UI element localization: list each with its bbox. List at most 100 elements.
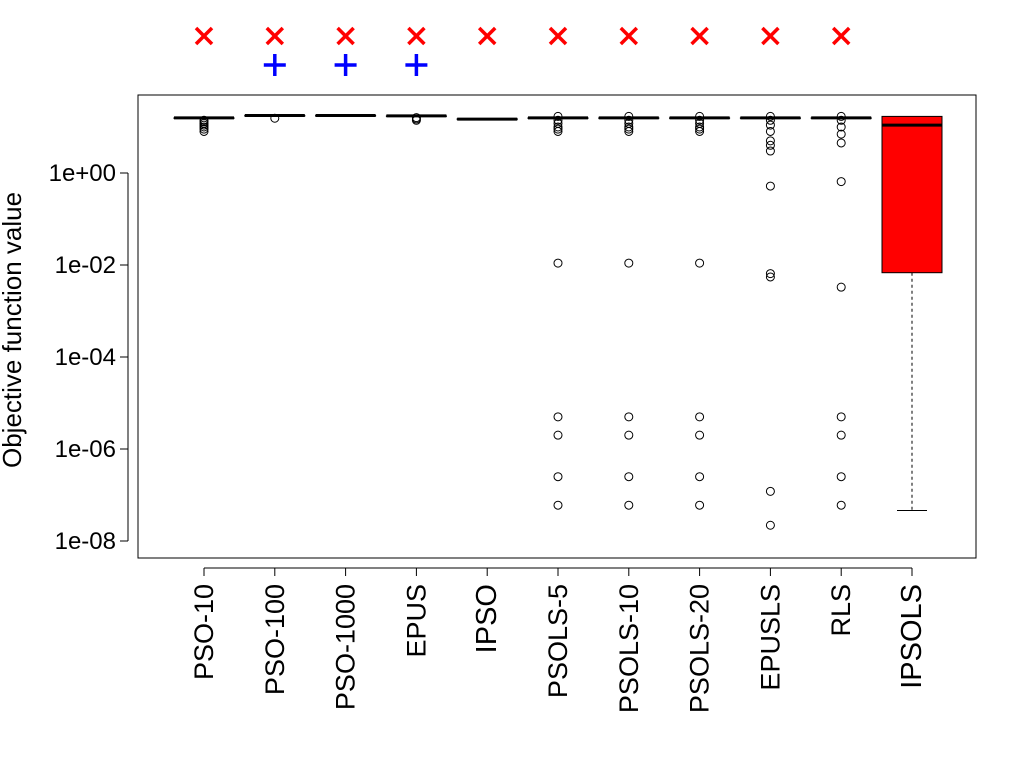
outlier-point	[836, 177, 846, 187]
box-psols-20	[669, 111, 731, 510]
box-psols-5	[527, 111, 589, 510]
box-psols-10	[598, 111, 660, 510]
cross-stroke	[761, 26, 780, 46]
outlier-point	[553, 258, 563, 268]
outlier-point	[836, 500, 846, 510]
outlier-point	[624, 122, 634, 132]
outlier-point	[553, 115, 563, 125]
outlier-point	[695, 124, 705, 134]
outlier-point	[765, 269, 775, 279]
outlier-point	[765, 120, 775, 130]
outlier-point	[624, 258, 634, 268]
outlier-point	[695, 412, 705, 422]
outlier-point	[553, 472, 563, 482]
outlier-point	[695, 122, 705, 132]
y-tick-label: 1e-04	[55, 344, 116, 371]
x-category-label: PSOLS-5	[543, 584, 573, 698]
cross-stroke	[477, 26, 497, 46]
outlier-point	[624, 500, 634, 510]
outlier-point	[695, 500, 705, 510]
outlier-point	[765, 140, 775, 150]
box-body	[881, 115, 943, 274]
outlier-point	[836, 430, 846, 440]
outlier-point	[553, 118, 563, 128]
x-category-label: IPSOLS	[896, 584, 928, 689]
y-tick-label: 1e-02	[55, 252, 116, 279]
outlier-point	[836, 472, 846, 482]
outlier-point	[553, 124, 563, 134]
cross-marker	[477, 26, 497, 46]
x-category-label: PSO-100	[260, 584, 290, 695]
cross-stroke	[831, 26, 851, 46]
outlier-point	[765, 111, 775, 121]
outlier-point	[695, 118, 705, 128]
cross-marker	[619, 26, 639, 46]
outlier-point	[199, 124, 209, 134]
outlier-point	[836, 138, 846, 148]
cross-marker	[831, 26, 851, 46]
cross-stroke	[619, 26, 639, 46]
outlier-point	[624, 111, 634, 121]
outlier-point	[836, 412, 846, 422]
box-ipso	[456, 117, 518, 121]
plus-marker	[334, 54, 357, 76]
outlier-point	[695, 115, 705, 125]
outlier-point	[553, 430, 563, 440]
outlier-point	[695, 111, 705, 121]
outlier-point	[553, 122, 563, 132]
significance-markers	[194, 26, 851, 76]
outlier-point	[695, 430, 705, 440]
outlier-point	[836, 129, 846, 139]
y-tick-label: 1e-08	[55, 528, 116, 555]
cross-marker	[407, 26, 426, 46]
outlier-point	[765, 181, 775, 191]
outlier-point	[624, 124, 634, 134]
cross-stroke	[265, 26, 285, 46]
cross-marker	[265, 26, 285, 46]
x-category-label: PSO-10	[189, 584, 219, 680]
box-pso-10	[173, 115, 235, 136]
x-category-label: PSOLS-20	[685, 584, 715, 713]
x-category-label: EPUS	[401, 584, 431, 658]
cross-stroke	[194, 26, 214, 46]
cross-stroke	[690, 26, 709, 46]
outlier-point	[765, 136, 775, 146]
box-ipsols	[881, 115, 943, 512]
outlier-point	[553, 111, 563, 121]
cross-marker	[548, 26, 568, 46]
outlier-point	[765, 520, 775, 530]
outlier-point	[411, 113, 421, 123]
outlier-point	[624, 412, 634, 422]
outlier-point	[765, 126, 775, 136]
cross-stroke	[548, 26, 568, 46]
box-epusls	[739, 111, 801, 530]
outlier-point	[624, 430, 634, 440]
outlier-point	[624, 472, 634, 482]
outlier-point	[695, 472, 705, 482]
outlier-point	[836, 115, 846, 125]
y-tick-label: 1e-06	[55, 436, 116, 463]
outlier-point	[624, 118, 634, 128]
x-category-label: PSO-1000	[331, 584, 361, 710]
cross-marker	[690, 26, 709, 46]
x-category-label: EPUSLS	[755, 584, 785, 691]
outlier-point	[836, 122, 846, 132]
cross-marker	[336, 26, 355, 46]
cross-marker	[761, 26, 780, 46]
box-epus	[385, 113, 447, 125]
box-pso-100	[244, 113, 306, 123]
outlier-point	[624, 115, 634, 125]
plus-marker	[405, 54, 428, 76]
outlier-point	[270, 113, 280, 123]
x-category-label: IPSO	[471, 584, 503, 653]
outlier-point	[695, 258, 705, 268]
outlier-point	[836, 111, 846, 121]
outlier-point	[553, 500, 563, 510]
x-category-label: RLS	[826, 584, 856, 637]
cross-marker	[194, 26, 214, 46]
outlier-point	[836, 282, 846, 292]
plot-area	[137, 94, 977, 559]
cross-stroke	[407, 26, 426, 46]
plus-marker	[263, 54, 286, 76]
